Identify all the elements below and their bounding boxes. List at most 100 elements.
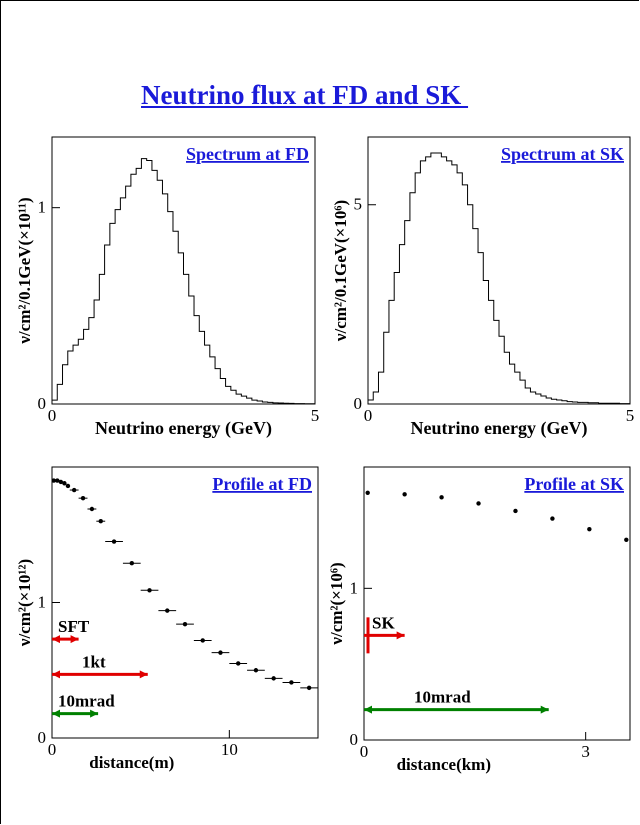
- profile-fd-ytick-label: 1: [38, 593, 47, 612]
- profile-sk-point-marker: [624, 537, 629, 542]
- profile-sk-point-marker: [587, 526, 592, 532]
- profile-fd-ytick-label: 0: [38, 728, 47, 747]
- profile-fd-point: [193, 638, 212, 643]
- spectrum-fd-ytick-label: 1: [38, 198, 47, 217]
- profile-fd-annotation: 1kt: [52, 652, 148, 679]
- profile-sk-point: [550, 516, 555, 521]
- profile-sk-annotation-head-right: [396, 631, 405, 640]
- spectrum-fd-ytick-label: 0: [38, 394, 47, 413]
- spectrum-sk-xtick-label: 5: [626, 406, 635, 425]
- profile-fd-annotation-head-left: [52, 709, 60, 718]
- profile-fd-annotation-head-left: [52, 635, 60, 644]
- profile-fd-point-marker: [289, 680, 294, 685]
- profile-fd-point: [211, 650, 230, 655]
- profile-fd-point-marker: [200, 638, 205, 643]
- profile-sk-point: [624, 537, 629, 542]
- profile-sk-annotation: 10mrad: [364, 688, 549, 714]
- profile-fd-point: [51, 478, 56, 483]
- profile-fd-point: [282, 680, 301, 685]
- profile-sk-title: Profile at SK: [524, 474, 624, 494]
- spectrum-sk-title: Spectrum at SK: [501, 144, 624, 164]
- profile-fd-point: [96, 519, 106, 524]
- spectrum-sk-xtick-label: 0: [364, 406, 373, 425]
- profile-fd-point-marker: [58, 479, 64, 485]
- profile-fd-point-marker: [71, 487, 77, 493]
- spectrum-sk-ylabel: ν/cm²/0.1GeV(×10⁶): [331, 200, 350, 342]
- profile-sk-ytick-label: 0: [350, 730, 359, 749]
- profile-sk-point-marker: [365, 490, 370, 495]
- profile-fd-point-marker: [129, 561, 134, 566]
- profile-sk-annotation-head-right: [540, 705, 549, 714]
- profile-sk-point-marker: [550, 516, 555, 521]
- profile-sk-xlabel: distance(km): [397, 755, 491, 774]
- profile-sk-xtick-label: 0: [360, 742, 369, 761]
- profile-sk-point-marker: [439, 495, 444, 500]
- profile-fd-point: [69, 487, 79, 493]
- profile-fd-point-marker: [62, 481, 67, 486]
- profile-fd-point-marker: [182, 621, 188, 627]
- profile-sk-frame: [363, 466, 631, 741]
- spectrum-fd-ylabel: ν/cm²/0.1GeV(×10¹¹): [15, 197, 34, 344]
- profile-fd-xlabel: distance(m): [89, 753, 174, 772]
- spectrum-sk-xlabel: Neutrino energy (GeV): [411, 418, 588, 439]
- profile-sk-point: [513, 508, 518, 514]
- profile-fd-annotation-head-left: [52, 670, 60, 679]
- profile-sk-point: [365, 490, 370, 495]
- profile-fd-annotation-head-right: [139, 670, 148, 679]
- spectrum-sk-ytick-label: 0: [354, 394, 363, 413]
- profile-fd-point: [105, 539, 123, 544]
- profile-fd-point-marker: [218, 650, 223, 655]
- profile-sk-xtick-label: 3: [581, 742, 590, 761]
- profile-fd-point: [158, 608, 177, 613]
- profile-fd-point-marker: [253, 668, 259, 673]
- profile-fd-xtick-label: 0: [48, 740, 57, 759]
- page-title: Neutrino flux at FD and SK: [141, 80, 469, 110]
- profile-sk-point: [587, 526, 592, 532]
- profile-fd-point-marker: [98, 519, 103, 524]
- spectrum-sk-frame: [367, 136, 631, 405]
- profile-fd-point: [300, 685, 318, 691]
- profile-fd-point: [140, 588, 159, 593]
- profile-fd-point-marker: [55, 478, 60, 483]
- profile-fd-point-marker: [306, 685, 312, 691]
- profile-fd-point: [55, 478, 60, 483]
- profile-sk-ylabel: ν/cm²(×10⁶): [327, 562, 346, 645]
- profile-fd-point-marker: [89, 506, 95, 512]
- profile-fd-annotation: 10mrad: [52, 692, 115, 718]
- spectrum-sk-histogram-line: [367, 152, 630, 405]
- profile-fd-annotation-head-right: [70, 635, 79, 644]
- profile-sk-annotation-head-left: [364, 705, 372, 714]
- profile-fd-xtick-label: 10: [221, 740, 238, 759]
- profile-fd-point: [176, 621, 194, 627]
- profile-fd-point-marker: [147, 588, 152, 593]
- profile-sk-point-marker: [402, 492, 407, 497]
- spectrum-fd-xlabel: Neutrino energy (GeV): [95, 418, 272, 439]
- profile-fd-title: Profile at FD: [212, 474, 312, 494]
- profile-fd-point-marker: [236, 661, 241, 666]
- profile-sk-point: [402, 492, 407, 497]
- profile-sk-annotation: SK: [364, 613, 405, 654]
- profile-fd-annotation: SFT: [52, 617, 90, 644]
- profile-fd-point: [229, 661, 248, 666]
- spectrum-fd-histogram-line: [51, 158, 315, 405]
- profile-fd-point: [264, 676, 283, 681]
- profile-sk-point: [476, 501, 481, 506]
- spectrum-fd-title: Spectrum at FD: [186, 144, 309, 164]
- spectrum-fd-xtick-label: 0: [48, 406, 57, 425]
- profile-fd-point: [65, 483, 71, 489]
- profile-fd-point: [247, 668, 265, 673]
- profile-fd-point-marker: [165, 608, 170, 613]
- spectrum-fd-xtick-label: 5: [311, 406, 320, 425]
- spectrum-fd-frame: [51, 136, 316, 405]
- profile-fd-point-marker: [51, 478, 56, 483]
- spectrum-sk-ytick-label: 5: [354, 195, 363, 214]
- profile-fd-annotation-label: 1kt: [82, 652, 106, 671]
- profile-fd-annotation-label: 10mrad: [58, 692, 115, 711]
- profile-sk-annotation-label: 10mrad: [414, 688, 471, 707]
- profile-fd-annotation-head-right: [90, 709, 99, 718]
